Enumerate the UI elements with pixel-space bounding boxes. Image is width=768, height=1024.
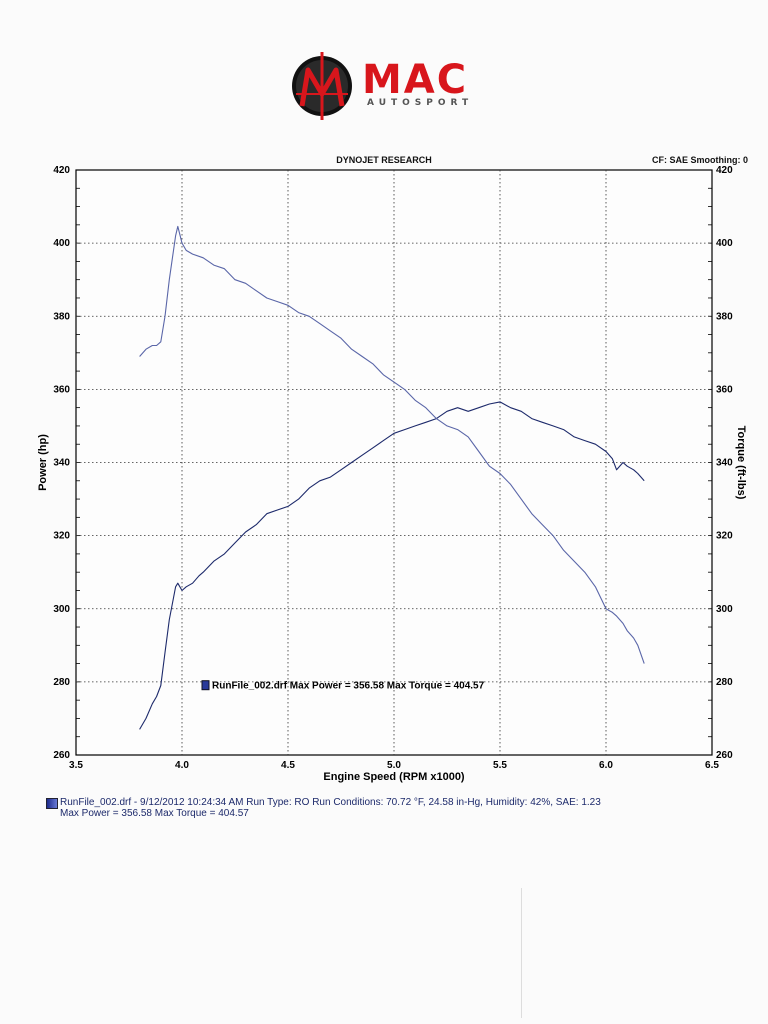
legend-text: RunFile_002.drf Max Power = 356.58 Max T… bbox=[212, 681, 485, 692]
scan-artifact bbox=[521, 888, 522, 1018]
logo-emblem-icon bbox=[292, 52, 352, 120]
cf-smoothing-label: CF: SAE Smoothing: 0 bbox=[652, 155, 748, 165]
run-info-footer: RunFile_002.drf - 9/12/2012 10:24:34 AM … bbox=[46, 797, 601, 819]
y-tick-label-left: 300 bbox=[53, 604, 70, 615]
y-tick-label-right: 260 bbox=[716, 750, 733, 761]
torque-curve bbox=[139, 225, 645, 664]
x-tick-label: 3.5 bbox=[69, 760, 83, 771]
y-tick-label-left: 260 bbox=[53, 750, 70, 761]
y-tick-label-right: 360 bbox=[716, 384, 733, 395]
chart-title: DYNOJET RESEARCH bbox=[336, 155, 432, 165]
y-tick-label-right: 340 bbox=[716, 458, 733, 469]
run-info-line2: Max Power = 356.58 Max Torque = 404.57 bbox=[60, 808, 249, 819]
y-tick-label-right: 420 bbox=[716, 165, 733, 176]
y-tick-label-left: 420 bbox=[53, 165, 70, 176]
y-tick-label-left: 320 bbox=[53, 531, 70, 542]
y-tick-label-left: 360 bbox=[53, 384, 70, 395]
y-axis-label-left: Power (hp) bbox=[37, 434, 49, 491]
y-tick-label-right: 400 bbox=[716, 238, 733, 249]
dyno-chart: 260 260 280 280 300 300 320 320 340 340 360 360 380 3… bbox=[37, 165, 747, 783]
x-tick-label: 5.5 bbox=[493, 760, 507, 771]
x-tick-label: 5.0 bbox=[387, 760, 401, 771]
run-info-line1: RunFile_002.drf - 9/12/2012 10:24:34 AM … bbox=[60, 797, 601, 808]
run-swatch-icon bbox=[46, 798, 58, 809]
y-tick-label-right: 280 bbox=[716, 677, 733, 688]
x-tick-label: 6.0 bbox=[599, 760, 613, 771]
y-tick-label-right: 380 bbox=[716, 311, 733, 322]
y-tick-label-left: 280 bbox=[53, 677, 70, 688]
power-curve bbox=[139, 401, 645, 730]
y-axis-label-right: Torque (ft-lbs) bbox=[735, 426, 747, 500]
y-tick-label-right: 320 bbox=[716, 531, 733, 542]
y-tick-label-left: 380 bbox=[53, 311, 70, 322]
x-axis-label: Engine Speed (RPM x1000) bbox=[323, 771, 465, 783]
x-tick-label: 4.0 bbox=[175, 760, 189, 771]
legend-swatch bbox=[201, 680, 210, 691]
logo-subtext: AUTOSPORT bbox=[367, 98, 474, 108]
y-tick-label-left: 400 bbox=[53, 238, 70, 249]
y-tick-label-right: 300 bbox=[716, 604, 733, 615]
x-tick-label: 6.5 bbox=[705, 760, 719, 771]
x-tick-label: 4.5 bbox=[281, 760, 295, 771]
logo-text: MAC bbox=[362, 57, 469, 103]
y-tick-label-left: 340 bbox=[53, 458, 70, 469]
mac-autosport-logo: MAC AUTOSPORT bbox=[290, 50, 470, 122]
